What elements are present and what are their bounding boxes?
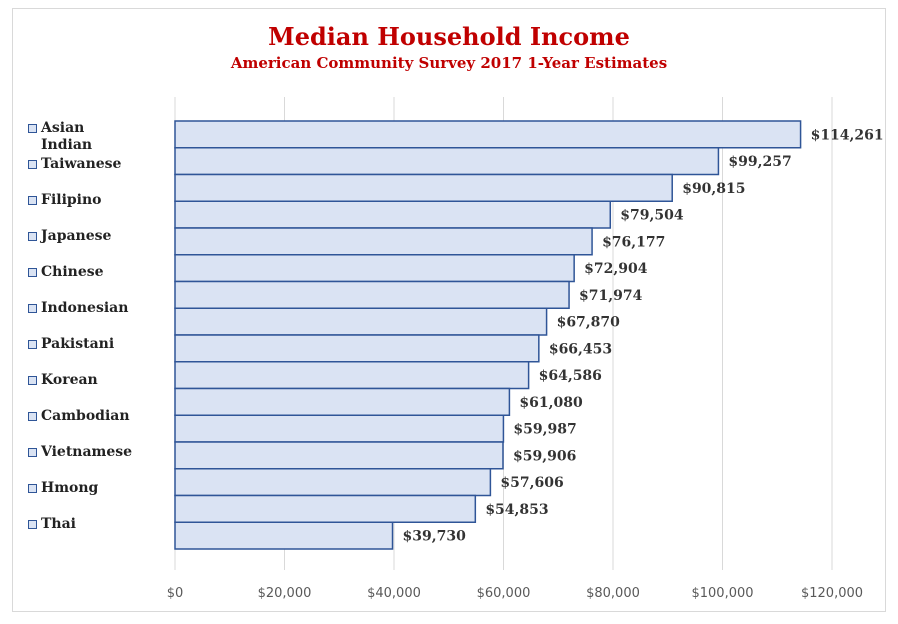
legend-swatch bbox=[28, 268, 37, 277]
legend-swatch bbox=[28, 304, 37, 313]
legend-item: Thai bbox=[28, 516, 121, 533]
legend-item: Korean bbox=[28, 372, 121, 389]
legend-swatch bbox=[28, 448, 37, 457]
legend-label: Chinese bbox=[41, 264, 104, 280]
data-label: $54,853 bbox=[485, 502, 548, 518]
bar bbox=[174, 414, 505, 443]
legend-label: Japanese bbox=[41, 228, 112, 244]
legend-swatch bbox=[28, 160, 37, 169]
x-tick-label: $80,000 bbox=[586, 586, 640, 601]
legend-item: Japanese bbox=[28, 228, 121, 245]
legend-label: Cambodian bbox=[41, 408, 130, 424]
data-label: $99,257 bbox=[728, 154, 791, 170]
chart-subtitle: American Community Survey 2017 1-Year Es… bbox=[230, 54, 668, 72]
data-label: $90,815 bbox=[682, 181, 745, 197]
legend-label: Pakistani bbox=[41, 336, 115, 352]
bar bbox=[174, 334, 540, 363]
data-label: $61,080 bbox=[519, 395, 583, 411]
legend-swatch bbox=[28, 376, 37, 385]
legend-swatch bbox=[28, 340, 37, 349]
x-tick-label: $0 bbox=[167, 586, 184, 601]
bar bbox=[174, 387, 511, 416]
bar bbox=[174, 468, 492, 497]
legend-swatch bbox=[28, 412, 37, 421]
x-tick-label: $120,000 bbox=[801, 586, 863, 601]
legend-swatch bbox=[28, 232, 37, 241]
x-tick-label: $100,000 bbox=[691, 586, 753, 601]
data-label: $57,606 bbox=[500, 475, 563, 491]
legend-item: Taiwanese bbox=[28, 156, 121, 173]
bar bbox=[174, 200, 612, 229]
legend-label: Vietnamese bbox=[41, 444, 133, 460]
legend-swatch bbox=[28, 520, 37, 529]
data-label: $71,974 bbox=[579, 288, 643, 304]
x-tick-label: $60,000 bbox=[477, 586, 531, 601]
data-label: $67,870 bbox=[557, 315, 621, 331]
data-label: $76,177 bbox=[602, 234, 665, 250]
data-label: $39,730 bbox=[403, 529, 467, 545]
data-label: $72,904 bbox=[584, 261, 648, 277]
bar bbox=[174, 173, 673, 202]
legend-label: Asian Indian bbox=[41, 120, 93, 153]
bar bbox=[174, 521, 394, 550]
bar bbox=[174, 307, 548, 336]
bar bbox=[174, 280, 570, 309]
data-label: $66,453 bbox=[549, 341, 612, 357]
data-label: $79,504 bbox=[620, 208, 684, 224]
legend-item: Filipino bbox=[28, 192, 121, 209]
legend-item: Chinese bbox=[28, 264, 121, 281]
data-label: $59,906 bbox=[513, 448, 576, 464]
legend-item: Cambodian bbox=[28, 408, 130, 425]
legend-swatch bbox=[28, 124, 37, 133]
data-label: $114,261 bbox=[811, 127, 884, 143]
legend-label: Taiwanese bbox=[41, 156, 122, 172]
bar bbox=[174, 441, 504, 470]
bar bbox=[174, 254, 575, 283]
legend-item: Asian Indian bbox=[28, 120, 121, 154]
data-label: $64,586 bbox=[539, 368, 602, 384]
legend-label: Filipino bbox=[41, 192, 102, 208]
legend-item: Indonesian bbox=[28, 300, 129, 317]
legend-swatch bbox=[28, 484, 37, 493]
data-label: $59,987 bbox=[513, 422, 576, 438]
legend-item: Hmong bbox=[28, 480, 121, 497]
legend-label: Korean bbox=[41, 372, 98, 388]
legend-swatch bbox=[28, 196, 37, 205]
x-tick-label: $40,000 bbox=[367, 586, 421, 601]
bar bbox=[174, 120, 802, 149]
bar bbox=[174, 494, 477, 523]
x-tick-label: $20,000 bbox=[258, 586, 312, 601]
bar bbox=[174, 361, 530, 390]
legend-item: Vietnamese bbox=[28, 444, 133, 461]
legend-item: Pakistani bbox=[28, 336, 121, 353]
legend-label: Indonesian bbox=[41, 300, 129, 316]
bar bbox=[174, 147, 720, 176]
legend-label: Thai bbox=[41, 516, 76, 532]
bar bbox=[174, 227, 593, 256]
chart-title: Median Household Income bbox=[268, 22, 630, 51]
legend-label: Hmong bbox=[41, 480, 99, 496]
